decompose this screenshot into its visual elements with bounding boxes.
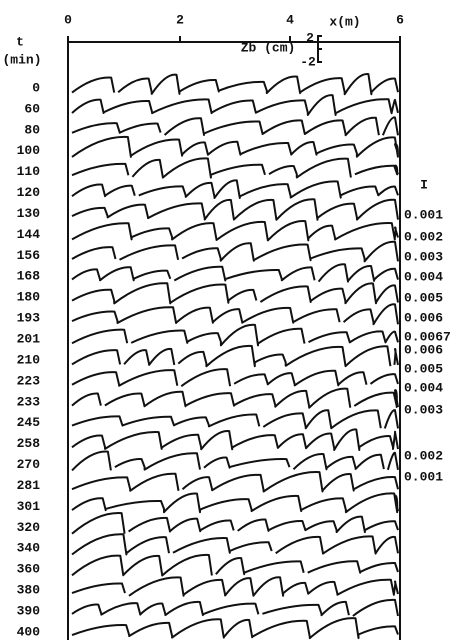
time-label: 0 bbox=[32, 80, 40, 95]
bed-profile bbox=[71, 576, 399, 597]
bed-profile bbox=[71, 282, 399, 305]
time-label: 110 bbox=[17, 164, 41, 179]
bed-profile bbox=[71, 220, 399, 242]
bed-profile bbox=[71, 533, 399, 556]
time-label: 156 bbox=[17, 248, 41, 263]
x-tick-label: 2 bbox=[176, 12, 184, 27]
scale-bottom: -2 bbox=[300, 54, 316, 69]
time-label: 193 bbox=[17, 311, 41, 326]
scale-top: 2 bbox=[306, 30, 314, 45]
scale-label: Zb (cm) bbox=[241, 40, 296, 55]
bed-profile bbox=[71, 553, 399, 577]
time-label: 270 bbox=[17, 457, 41, 472]
bed-profile bbox=[71, 344, 399, 368]
bed-profile bbox=[71, 428, 399, 451]
bed-profile bbox=[71, 263, 399, 283]
time-label: 180 bbox=[17, 290, 41, 305]
time-label: 60 bbox=[24, 101, 40, 116]
i-label: 0.004 bbox=[404, 380, 443, 395]
i-label: 0.001 bbox=[404, 207, 443, 222]
time-label: 168 bbox=[17, 269, 41, 284]
time-label: 400 bbox=[17, 624, 41, 639]
x-tick-label: 4 bbox=[286, 12, 294, 27]
bed-profile bbox=[71, 94, 399, 116]
time-label: 258 bbox=[17, 436, 41, 451]
i-label: 0.0067 bbox=[404, 329, 451, 344]
i-label: 0.005 bbox=[404, 361, 443, 376]
i-label: 0.005 bbox=[404, 290, 443, 305]
bed-profile bbox=[71, 387, 399, 409]
i-label: 0.003 bbox=[404, 402, 443, 417]
bed-profile bbox=[71, 368, 399, 388]
time-label: 210 bbox=[17, 352, 41, 367]
bed-profile bbox=[71, 471, 399, 493]
scale-bracket bbox=[317, 35, 322, 63]
x-axis-label: x(m) bbox=[329, 14, 360, 29]
time-label: 390 bbox=[17, 604, 41, 619]
time-label: 130 bbox=[17, 206, 41, 221]
time-label: 281 bbox=[17, 478, 41, 493]
bed-profile bbox=[71, 73, 399, 96]
time-label: 233 bbox=[17, 394, 41, 409]
i-axis-label: I bbox=[420, 177, 428, 192]
i-label: 0.001 bbox=[404, 469, 443, 484]
time-label: 201 bbox=[17, 332, 41, 347]
bed-profile bbox=[71, 303, 399, 326]
i-label: 0.003 bbox=[404, 249, 443, 264]
time-label: 144 bbox=[17, 227, 41, 242]
time-label: 223 bbox=[17, 373, 41, 388]
i-label: 0.002 bbox=[404, 448, 443, 463]
bed-profile bbox=[71, 617, 399, 640]
time-label: 100 bbox=[17, 143, 41, 158]
time-label: 340 bbox=[17, 541, 41, 556]
bed-profile bbox=[71, 157, 399, 179]
bed-profile bbox=[71, 598, 399, 617]
t-axis-label: t bbox=[16, 34, 24, 49]
i-label: 0.006 bbox=[404, 342, 443, 357]
bed-profile bbox=[71, 492, 399, 514]
i-label: 0.006 bbox=[404, 310, 443, 325]
time-label: 360 bbox=[17, 562, 41, 577]
t-axis-unit: (min) bbox=[2, 52, 41, 67]
x-tick-label: 0 bbox=[64, 12, 72, 27]
bed-profile bbox=[71, 179, 399, 199]
bed-profile bbox=[71, 135, 399, 158]
time-label: 245 bbox=[17, 415, 41, 430]
bed-profile bbox=[71, 409, 399, 430]
time-label: 301 bbox=[17, 499, 41, 514]
bed-profile bbox=[71, 240, 399, 263]
bed-profile bbox=[71, 512, 399, 535]
i-label: 0.004 bbox=[404, 269, 443, 284]
time-label: 320 bbox=[17, 520, 41, 535]
bed-profile bbox=[71, 116, 399, 137]
x-tick-label: 6 bbox=[396, 12, 404, 27]
time-label: 120 bbox=[17, 185, 41, 200]
i-label: 0.002 bbox=[404, 229, 443, 244]
bed-profile bbox=[71, 323, 399, 347]
bed-profile bbox=[71, 198, 399, 221]
time-label: 380 bbox=[17, 583, 41, 598]
time-label: 80 bbox=[24, 122, 40, 137]
bed-profile bbox=[71, 450, 399, 472]
